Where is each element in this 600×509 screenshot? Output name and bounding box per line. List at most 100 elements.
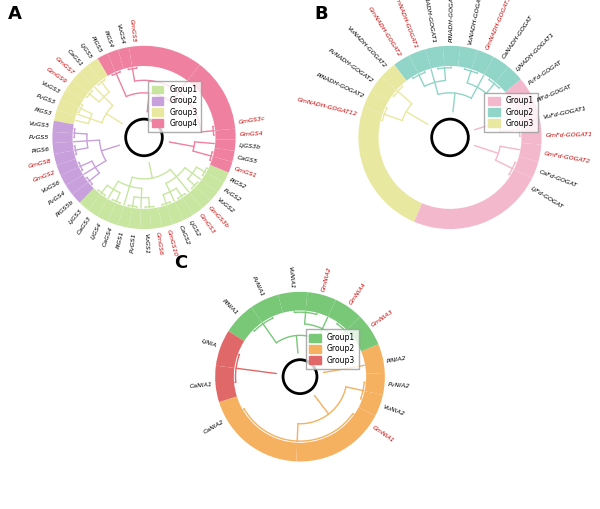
Text: VuGS1: VuGS1	[143, 233, 149, 254]
Text: GmNIA2: GmNIA2	[320, 266, 332, 292]
Text: LjGS3: LjGS3	[68, 208, 83, 224]
Wedge shape	[296, 407, 375, 462]
Wedge shape	[458, 46, 478, 69]
Text: PlFd-GOGAT: PlFd-GOGAT	[537, 83, 574, 102]
Wedge shape	[129, 208, 141, 229]
Wedge shape	[118, 47, 132, 69]
Legend: Group1, Group2, Group3, Group4: Group1, Group2, Group3, Group4	[148, 81, 201, 132]
Text: PvNIA2: PvNIA2	[388, 382, 410, 389]
Wedge shape	[521, 127, 542, 145]
Wedge shape	[97, 199, 116, 221]
Text: GmNADH-GOGAT12: GmNADH-GOGAT12	[297, 97, 358, 117]
Text: PvGS5: PvGS5	[28, 135, 49, 140]
Wedge shape	[514, 157, 538, 178]
Text: GmNADH-GOGAT3: GmNADH-GOGAT3	[485, 0, 512, 51]
Wedge shape	[229, 307, 262, 341]
Wedge shape	[196, 180, 218, 201]
Wedge shape	[382, 65, 406, 90]
Wedge shape	[216, 331, 244, 368]
Wedge shape	[306, 292, 336, 317]
Text: PlGS6: PlGS6	[31, 147, 50, 154]
Legend: Group1, Group2, Group3: Group1, Group2, Group3	[305, 329, 359, 369]
Text: VuNIA2: VuNIA2	[382, 405, 405, 417]
Wedge shape	[210, 157, 232, 173]
Text: GmGS2: GmGS2	[32, 169, 56, 182]
Wedge shape	[53, 142, 74, 154]
Text: GmNIA3: GmNIA3	[371, 309, 395, 328]
Wedge shape	[443, 46, 460, 67]
Wedge shape	[190, 187, 211, 208]
Text: LjNIA: LjNIA	[201, 338, 218, 349]
Text: CaGS1: CaGS1	[66, 48, 83, 67]
Text: VuGS5: VuGS5	[28, 121, 50, 128]
Text: LjFd-GOGAT: LjFd-GOGAT	[529, 186, 564, 210]
Text: GmFd-GOGAT2: GmFd-GOGAT2	[544, 152, 590, 164]
Text: PlNADH-GOGAT2: PlNADH-GOGAT2	[315, 73, 365, 99]
Text: PlGS5b: PlGS5b	[55, 200, 75, 218]
Text: GmGS7: GmGS7	[54, 56, 75, 75]
Text: VuGS2: VuGS2	[215, 197, 235, 214]
Wedge shape	[54, 151, 76, 165]
Text: GmGS3: GmGS3	[198, 213, 216, 235]
Text: PlGS5: PlGS5	[90, 35, 103, 53]
Text: PlNIA1: PlNIA1	[221, 298, 239, 316]
Wedge shape	[118, 206, 132, 228]
Wedge shape	[206, 165, 229, 183]
Wedge shape	[414, 169, 532, 229]
Text: GmGS9: GmGS9	[45, 67, 67, 85]
Wedge shape	[371, 77, 397, 101]
Wedge shape	[182, 192, 202, 215]
Text: VuFd-GOGAT1: VuFd-GOGAT1	[542, 106, 587, 120]
Wedge shape	[107, 203, 124, 225]
Text: LjGS4: LjGS4	[90, 221, 103, 240]
Text: GmGS10: GmGS10	[166, 229, 178, 257]
Wedge shape	[472, 50, 494, 75]
Text: PlGS4: PlGS4	[103, 30, 114, 49]
Wedge shape	[80, 65, 100, 87]
Text: PlNADH-GOGAT1: PlNADH-GOGAT1	[449, 0, 455, 42]
Text: B: B	[314, 5, 328, 22]
Wedge shape	[107, 49, 124, 72]
Text: PvNADH-GOGAT1: PvNADH-GOGAT1	[422, 0, 436, 44]
Text: C: C	[175, 253, 188, 272]
Wedge shape	[359, 391, 383, 416]
Text: GmNIA4: GmNIA4	[349, 282, 367, 306]
Text: GmGS8: GmGS8	[28, 158, 52, 168]
Text: GmGS6: GmGS6	[155, 232, 163, 256]
Wedge shape	[140, 209, 151, 229]
Text: LjGS3b: LjGS3b	[239, 143, 261, 150]
Wedge shape	[97, 53, 116, 76]
Text: CaGS3: CaGS3	[77, 215, 93, 235]
Wedge shape	[409, 49, 431, 73]
Text: GmNADH-GOGAT1: GmNADH-GOGAT1	[393, 0, 418, 49]
Wedge shape	[213, 148, 235, 162]
Text: GmGS3c: GmGS3c	[238, 116, 265, 125]
Wedge shape	[188, 65, 235, 131]
Text: PlGS3: PlGS3	[33, 107, 52, 117]
Wedge shape	[425, 46, 445, 69]
Wedge shape	[202, 173, 224, 192]
Text: GmNIA1: GmNIA1	[371, 425, 395, 444]
Wedge shape	[251, 295, 283, 323]
Text: GmGS4: GmGS4	[239, 131, 263, 136]
Wedge shape	[72, 182, 94, 203]
Wedge shape	[88, 194, 108, 216]
Wedge shape	[484, 57, 508, 82]
Text: PvGS3: PvGS3	[35, 94, 56, 105]
Text: CaNIA2: CaNIA2	[202, 418, 225, 435]
Text: PvGS4: PvGS4	[48, 190, 67, 206]
Text: CaNADH-GOGAT: CaNADH-GOGAT	[501, 15, 534, 60]
Text: GmNADH-GOGAT2: GmNADH-GOGAT2	[367, 6, 401, 58]
Text: PvFd-GOGAT: PvFd-GOGAT	[527, 60, 563, 86]
Text: VuNADH-GOGAT2: VuNADH-GOGAT2	[346, 26, 387, 69]
Wedge shape	[149, 208, 162, 229]
Wedge shape	[219, 397, 297, 462]
Wedge shape	[52, 132, 73, 143]
Text: CaGS5: CaGS5	[236, 155, 259, 164]
Wedge shape	[328, 300, 360, 330]
Wedge shape	[496, 67, 521, 92]
Text: VuNIA1: VuNIA1	[288, 266, 295, 289]
Wedge shape	[56, 99, 79, 116]
Text: GmGS3b: GmGS3b	[207, 206, 230, 229]
Text: PvGS2: PvGS2	[223, 187, 242, 203]
